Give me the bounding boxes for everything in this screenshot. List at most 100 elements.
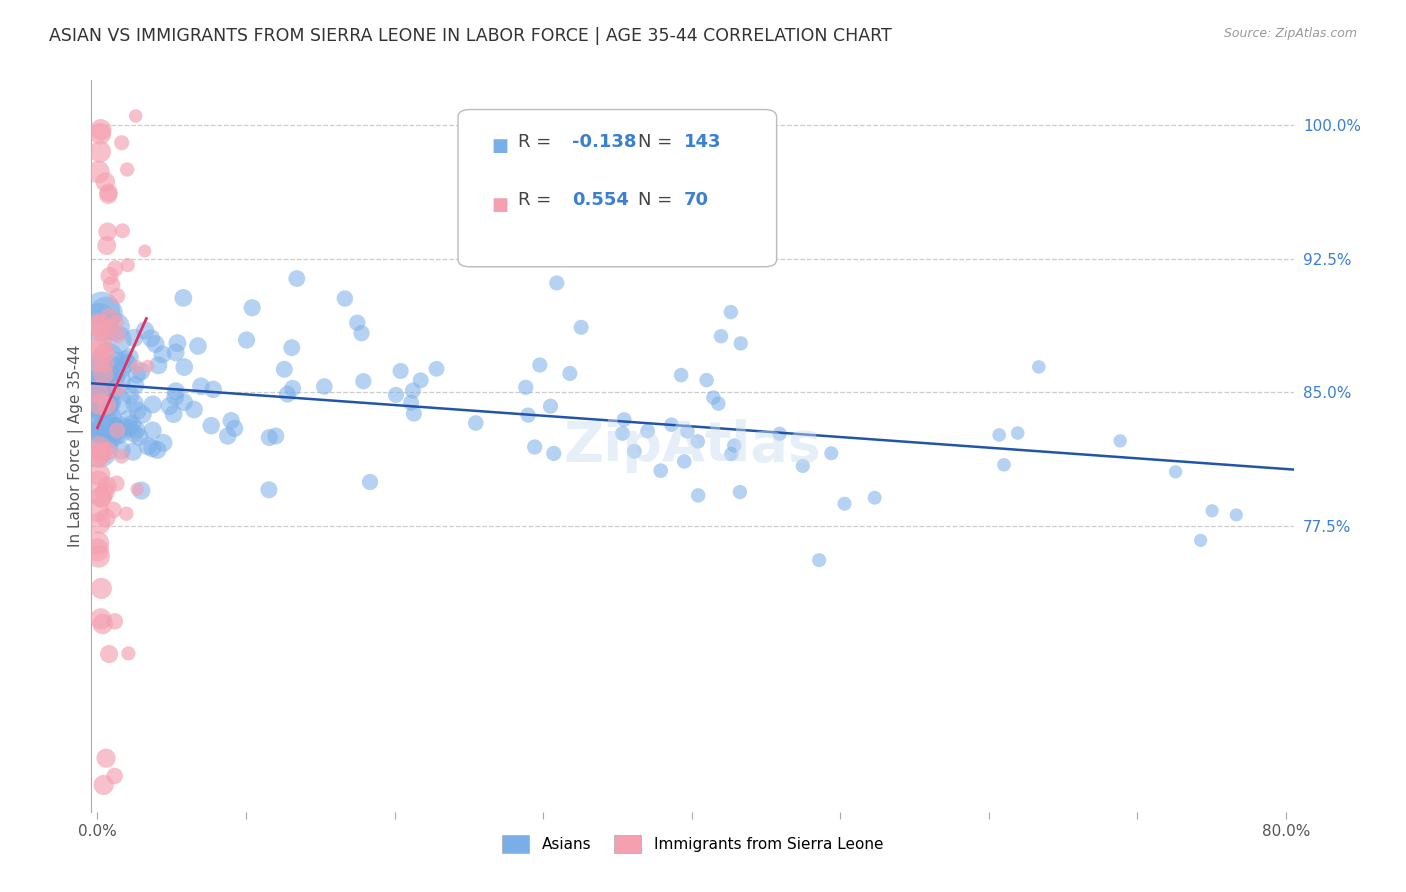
Point — [90, 490, 112, 504]
Point — [96, 398, 118, 412]
Point — [673, 454, 696, 468]
Point — [107, 382, 129, 396]
Text: 70: 70 — [685, 192, 709, 210]
Point — [93, 392, 115, 407]
Point — [89, 393, 111, 408]
Point — [87, 549, 110, 564]
Point — [87, 315, 110, 329]
Point — [569, 320, 592, 334]
Point — [89, 127, 111, 141]
Point — [96, 479, 118, 493]
Point — [90, 365, 112, 379]
Point — [97, 444, 120, 458]
Point — [125, 423, 148, 437]
Point — [529, 358, 551, 372]
Point — [523, 440, 546, 454]
Point — [105, 375, 128, 389]
Point — [834, 497, 856, 511]
Point — [333, 292, 356, 306]
Point — [117, 412, 139, 426]
Point — [87, 475, 110, 489]
Point — [224, 421, 246, 435]
Point — [121, 417, 143, 431]
Point — [90, 123, 112, 137]
Point — [350, 326, 373, 341]
Point — [107, 328, 129, 343]
Point — [686, 434, 709, 449]
Point — [285, 271, 308, 285]
Point — [425, 361, 447, 376]
Point — [613, 412, 636, 426]
Point — [124, 378, 146, 392]
Point — [515, 380, 537, 394]
Point — [1189, 533, 1212, 548]
Point — [93, 356, 115, 370]
Point — [676, 425, 699, 439]
Point — [146, 442, 169, 457]
Point — [134, 323, 156, 337]
Point — [104, 769, 127, 783]
Point — [409, 373, 432, 387]
Point — [314, 379, 336, 393]
Text: ZipAtlas: ZipAtlas — [564, 419, 821, 473]
Point — [240, 301, 263, 315]
Point — [863, 491, 886, 505]
Point — [710, 329, 733, 343]
Point — [152, 435, 174, 450]
Point — [91, 325, 114, 339]
Point — [93, 412, 115, 426]
Legend: Asians, Immigrants from Sierra Leone: Asians, Immigrants from Sierra Leone — [495, 829, 890, 859]
Point — [89, 397, 111, 411]
Point — [173, 395, 195, 409]
Point — [115, 162, 138, 177]
Point — [612, 426, 634, 441]
Point — [402, 384, 425, 398]
Point — [728, 485, 751, 500]
Point — [259, 430, 281, 444]
Point — [114, 352, 136, 367]
Point — [136, 439, 159, 453]
Point — [464, 416, 486, 430]
Point — [235, 333, 257, 347]
Point — [389, 364, 412, 378]
Point — [264, 429, 287, 443]
Point — [128, 430, 150, 444]
Point — [125, 359, 148, 374]
Point — [96, 423, 118, 437]
Point — [637, 424, 659, 438]
Text: 0.554: 0.554 — [572, 192, 628, 210]
Point — [87, 318, 110, 332]
Point — [217, 429, 239, 443]
Text: N =: N = — [638, 192, 678, 210]
Point — [86, 354, 108, 368]
Point — [107, 359, 129, 373]
Point — [517, 408, 540, 422]
Text: N =: N = — [638, 133, 678, 151]
Point — [183, 402, 205, 417]
Point — [104, 615, 127, 629]
Point — [122, 444, 145, 458]
Point — [219, 414, 242, 428]
Point — [86, 384, 108, 399]
Point — [696, 373, 718, 387]
Point — [89, 516, 111, 531]
Point — [105, 315, 128, 329]
FancyBboxPatch shape — [458, 110, 776, 267]
Y-axis label: In Labor Force | Age 35-44: In Labor Force | Age 35-44 — [69, 345, 84, 547]
Point — [145, 337, 167, 351]
Point — [87, 165, 110, 179]
Point — [352, 374, 374, 388]
Point — [97, 225, 120, 239]
Point — [86, 503, 108, 517]
Point — [127, 483, 149, 497]
Point — [720, 305, 742, 319]
Point — [346, 316, 368, 330]
Point — [87, 382, 110, 396]
Point — [399, 395, 422, 409]
Point — [165, 384, 187, 399]
Point — [117, 356, 139, 370]
Point — [105, 424, 128, 438]
Point — [90, 336, 112, 351]
Point — [136, 359, 159, 374]
Point — [93, 368, 115, 382]
